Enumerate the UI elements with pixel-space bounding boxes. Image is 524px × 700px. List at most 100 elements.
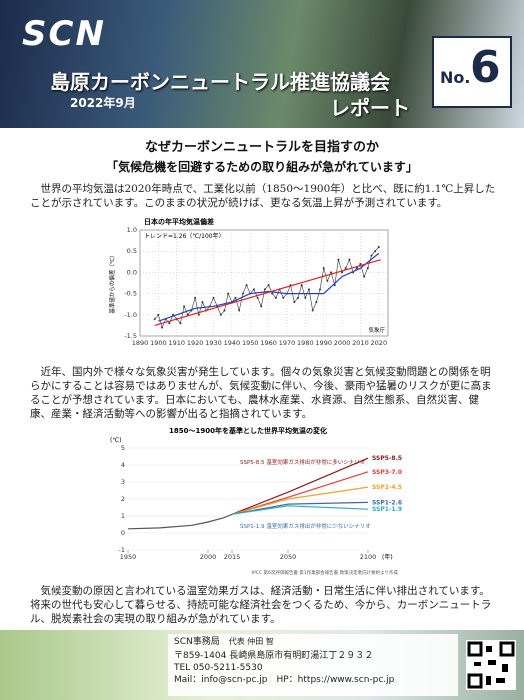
annotation: SSP5-8.5 温室効果ガス排出が非常に多いシナリオ [240,458,365,466]
x-tick-label: 2010 [352,339,369,347]
data-point [256,296,259,299]
data-point [311,309,314,312]
data-point [161,326,164,329]
data-point [300,284,303,287]
representative: 代表 仲田 智 [228,637,274,646]
x-tick-label: 1970 [279,339,296,347]
series-line [158,252,380,322]
subheading: 「気候危機を回避するための取り組みが急がれています」 [106,160,418,174]
data-point [157,313,160,316]
x-tick-label: 1980 [297,339,314,347]
contact: Mail：info@scn-pc.jp HP：https://www.scn-p… [174,675,395,685]
data-point [212,296,215,299]
header: SCN 島原カーボンニュートラル推進協議会 2022年9月 レポート No. 6 [0,0,524,128]
data-point [227,292,230,295]
data-point [197,313,200,316]
y-tick-label: 5 [121,444,125,452]
annotation: トレンド=1.26（℃/100年） [144,232,225,240]
header-title: 島原カーボンニュートラル推進協議会 [50,70,390,94]
legend-label: SSP5-8.5 [372,455,402,462]
x-tick-label: 1930 [205,339,222,347]
logo: SCN [22,14,106,54]
date: 2022年9月 [70,96,136,110]
y-tick-label: 1.0 [127,226,137,234]
data-point [234,296,237,299]
data-point [263,288,266,291]
data-point [293,301,296,304]
data-point [274,296,277,299]
legend-label: SSP1-1.9 [372,506,402,513]
footer: SCN事務局 代表 仲田 智 〒859-1404 長崎県島原市有明町湯江丁２９３… [0,630,524,700]
data-point [153,318,156,321]
source: 気象庁 [368,326,385,334]
y-tick-label: -1.5 [124,332,137,340]
x-tick-label: 2100 [360,553,377,561]
data-point [194,296,197,299]
x-tick-label: 1910 [168,339,185,347]
y-tick-label: 0 [121,529,125,537]
x-tick-label: 2015 [224,553,241,561]
x-tick-label: 1960 [260,339,277,347]
data-point [241,292,244,295]
y-axis-label: 基準値からの偏差（℃） [108,252,116,313]
series-line [231,486,369,515]
issue-number: 6 [470,42,501,93]
series-line [154,246,380,329]
y-tick-label: -0.5 [124,290,137,298]
x-tick-label: 1990 [315,339,332,347]
data-point [223,309,226,312]
x-tick-label: 1950 [120,553,137,561]
address: 〒859-1404 長崎県島原市有明町湯江丁２９３２ [174,651,374,661]
data-point [341,271,344,274]
series-line [231,505,369,515]
paragraph: 気候変動の原因と言われている温室効果ガスは、経済活動・日常生活に伴い排出されてい… [30,585,492,625]
data-point [304,296,307,299]
data-point [337,258,340,261]
data-point [363,275,366,278]
y-tick-label: 3 [121,478,125,486]
x-tick-label: 2050 [280,553,297,561]
plot-area [139,229,389,337]
y-tick-label: 0.5 [127,247,137,255]
y-tick-label: 2 [121,495,125,503]
data-point [319,288,322,291]
paragraph: 世界の平均気温は2020年時点で、工業化以前（1850～1900年）と比べ、既に… [30,183,496,209]
issue-box: No. 6 [432,36,512,108]
data-point [344,267,347,270]
data-point [260,305,263,308]
x-tick-label: 1900 [150,339,167,347]
x-unit: (年) [382,553,393,561]
data-point [296,296,299,299]
data-point [238,309,241,312]
y-tick-label: 1 [121,512,125,520]
data-point [330,271,333,274]
data-point [201,301,204,304]
legend-label: SSP3-7.0 [372,469,402,476]
figure-title: 日本の年平均気温偏差 [144,217,214,226]
data-point [271,292,274,295]
data-point [282,296,285,299]
footer-panel: SCN事務局 代表 仲田 智 〒859-1404 長崎県島原市有明町湯江丁２９３… [168,634,458,696]
data-point [326,279,329,282]
series-line [154,259,381,326]
y-tick-label: 4 [121,461,125,469]
data-point [179,322,182,325]
office: SCN事務局 [174,637,220,647]
x-tick-label: 2000 [334,339,351,347]
header-subtitle: レポート [330,96,410,120]
data-point [183,305,186,308]
x-tick-label: 1890 [132,339,149,347]
data-point [267,284,270,287]
data-point [355,267,358,270]
series-line [127,513,233,530]
qr-code [466,640,516,690]
data-point [219,313,222,316]
data-point [168,322,171,325]
heading: なぜカーボンニュートラルを目指すのか [144,140,379,155]
legend-label: SSP2-4.5 [372,484,402,491]
paragraph: 近年、国内外で様々な気象災害が発生しています。個々の気象災害と気候変動問題との関… [30,366,492,420]
annotation: SSP1-1.9 温室効果ガス排出が非常に少ないシナリオ [240,522,371,530]
